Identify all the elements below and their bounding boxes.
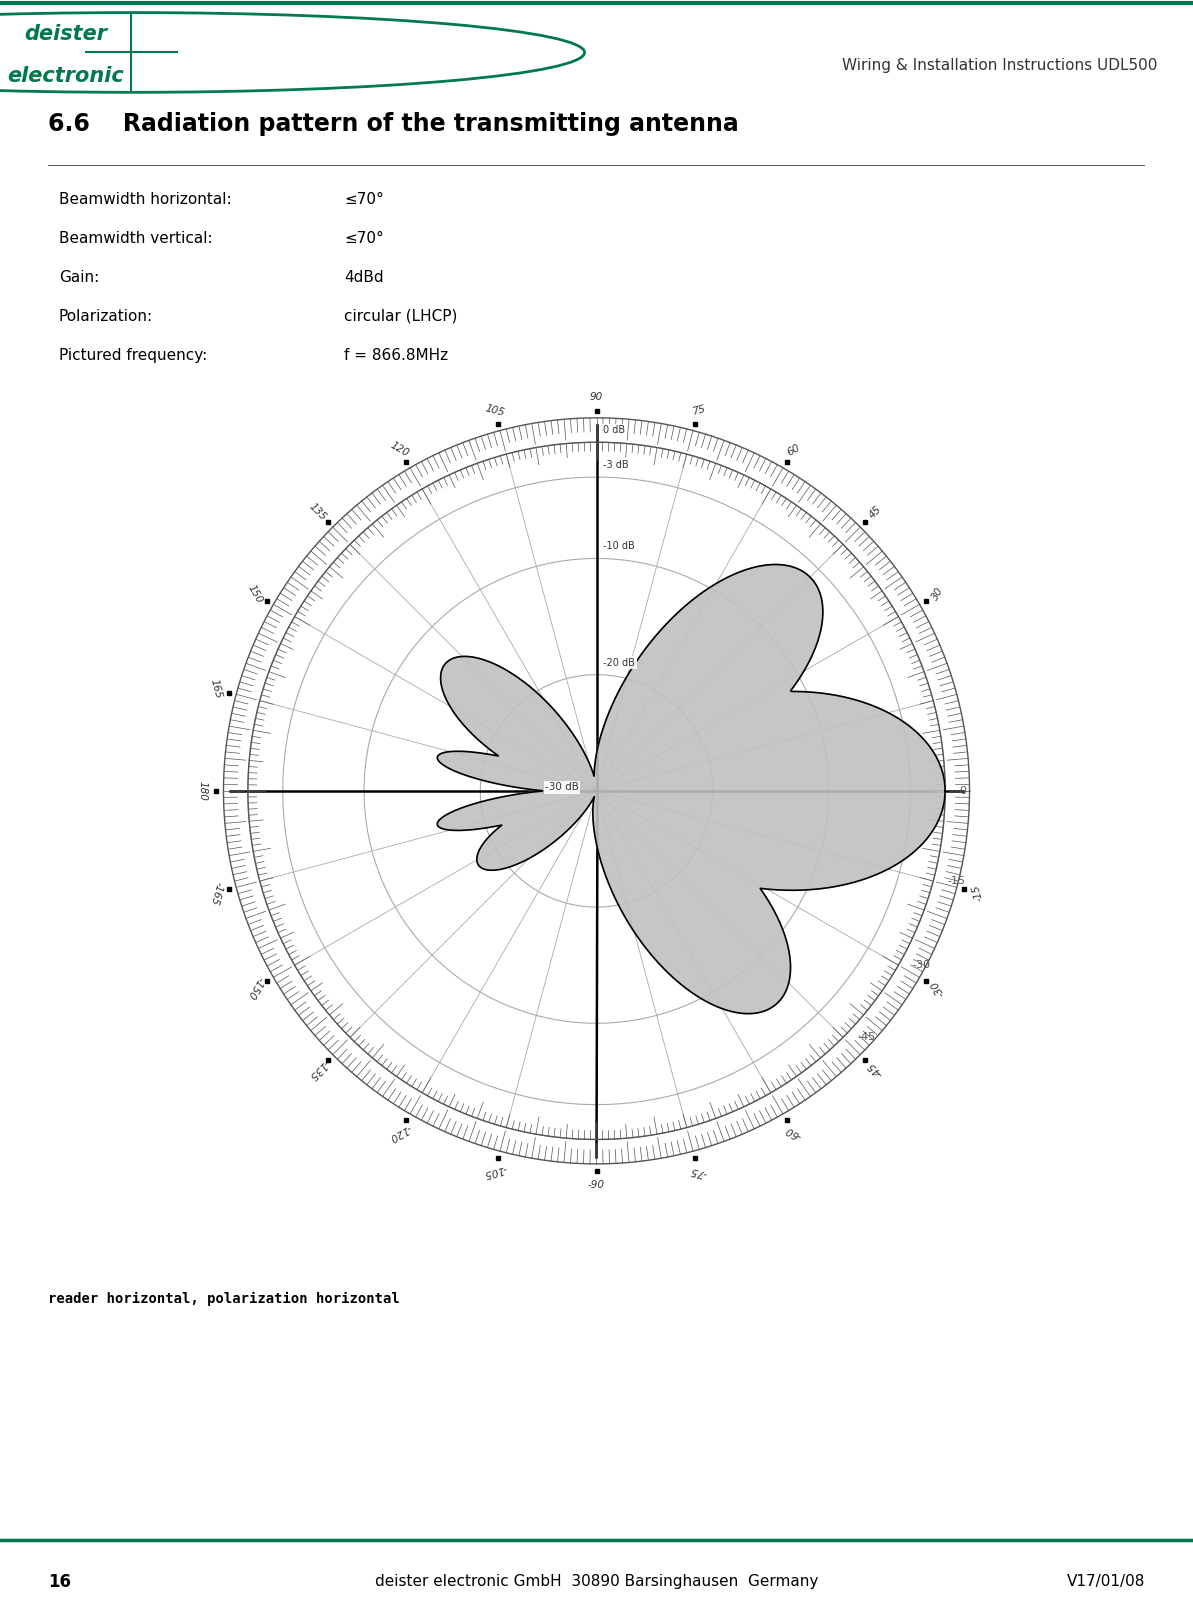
- Text: -105: -105: [482, 1164, 507, 1180]
- Text: -3 dB: -3 dB: [604, 460, 629, 470]
- Text: 105: 105: [483, 404, 506, 418]
- Text: 0 dB: 0 dB: [604, 424, 625, 436]
- Text: Beamwidth vertical:: Beamwidth vertical:: [58, 231, 212, 247]
- Text: 16: 16: [48, 1572, 70, 1591]
- Text: 6.6    Radiation pattern of the transmitting antenna: 6.6 Radiation pattern of the transmittin…: [48, 113, 738, 137]
- Text: Beamwidth horizontal:: Beamwidth horizontal:: [58, 192, 231, 208]
- Text: -90: -90: [588, 1180, 605, 1190]
- Text: deister: deister: [24, 24, 107, 44]
- Text: -45: -45: [857, 1033, 876, 1043]
- Text: V17/01/08: V17/01/08: [1067, 1574, 1145, 1590]
- Text: Gain:: Gain:: [58, 270, 99, 286]
- Text: 135: 135: [308, 502, 328, 523]
- Text: -45: -45: [865, 1060, 884, 1080]
- Text: ≤70°: ≤70°: [344, 231, 384, 247]
- Text: -30: -30: [913, 960, 931, 970]
- Text: circular (LHCP): circular (LHCP): [344, 308, 457, 324]
- Text: -165: -165: [208, 880, 224, 905]
- Text: 165: 165: [209, 678, 223, 700]
- Text: -60: -60: [784, 1123, 803, 1141]
- Text: f = 866.8MHz: f = 866.8MHz: [344, 347, 449, 363]
- Text: 90: 90: [589, 392, 604, 402]
- Text: ≤70°: ≤70°: [344, 192, 384, 208]
- Text: 30: 30: [931, 586, 945, 602]
- Text: Pictured frequency:: Pictured frequency:: [58, 347, 206, 363]
- Text: -20 dB: -20 dB: [604, 657, 636, 668]
- Text: -15: -15: [947, 876, 965, 886]
- Text: -150: -150: [245, 975, 266, 1001]
- Text: 150: 150: [246, 583, 265, 605]
- Text: 180: 180: [198, 781, 208, 801]
- Text: reader horizontal, polarization horizontal: reader horizontal, polarization horizont…: [48, 1293, 400, 1306]
- Text: 75: 75: [691, 404, 706, 416]
- Text: -75: -75: [688, 1164, 707, 1178]
- Text: Polarization:: Polarization:: [58, 308, 153, 324]
- Text: Wiring & Installation Instructions UDL500: Wiring & Installation Instructions UDL50…: [842, 58, 1157, 73]
- Text: 120: 120: [389, 441, 410, 458]
- Text: 60: 60: [785, 442, 802, 457]
- Text: -30: -30: [929, 978, 946, 997]
- Text: -30 dB: -30 dB: [545, 783, 579, 792]
- Text: -10 dB: -10 dB: [604, 541, 635, 552]
- Text: electronic: electronic: [7, 66, 124, 86]
- Text: 45: 45: [867, 504, 883, 521]
- Text: -15: -15: [970, 883, 984, 902]
- Text: 4dBd: 4dBd: [344, 270, 384, 286]
- Text: deister electronic GmbH  30890 Barsinghausen  Germany: deister electronic GmbH 30890 Barsinghau…: [375, 1574, 818, 1590]
- Polygon shape: [438, 565, 945, 1014]
- Text: -135: -135: [307, 1057, 329, 1081]
- Text: 0: 0: [959, 786, 966, 796]
- Text: -120: -120: [387, 1122, 413, 1143]
